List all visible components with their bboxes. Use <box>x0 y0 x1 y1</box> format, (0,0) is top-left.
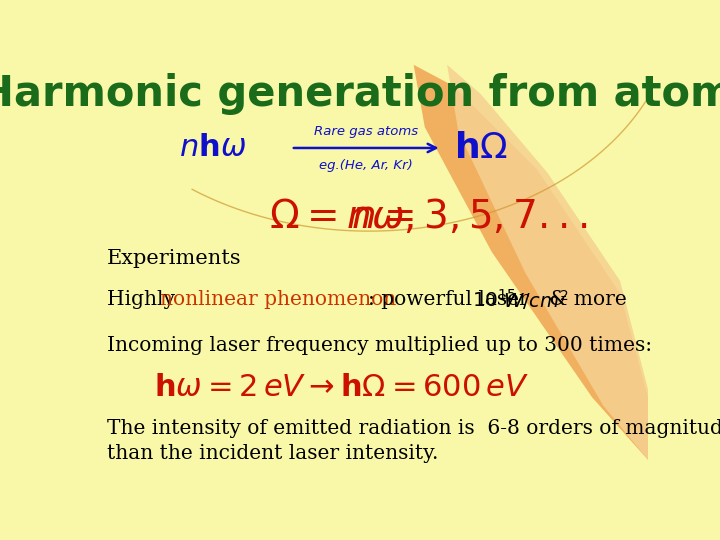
Text: $\Omega = n\omega,$: $\Omega = n\omega,$ <box>269 197 414 236</box>
Polygon shape <box>447 65 648 460</box>
Text: & more: & more <box>543 290 627 309</box>
Text: $\mathbf{h}\omega = 2\,eV \rightarrow \mathbf{h}\Omega = 600\,eV$: $\mathbf{h}\omega = 2\,eV \rightarrow \m… <box>153 373 528 402</box>
Text: $W/cm^2$: $W/cm^2$ <box>503 288 569 312</box>
Polygon shape <box>413 65 648 460</box>
Text: $n = 3, 5, 7...$: $n = 3, 5, 7...$ <box>351 197 588 236</box>
Text: $\mathbf{h}\Omega$: $\mathbf{h}\Omega$ <box>454 131 508 165</box>
Text: than the incident laser intensity.: than the incident laser intensity. <box>107 444 438 463</box>
Text: eg.(He, Ar, Kr): eg.(He, Ar, Kr) <box>320 159 413 172</box>
Text: Incoming laser frequency multiplied up to 300 times:: Incoming laser frequency multiplied up t… <box>107 336 652 355</box>
Text: Rare gas atoms: Rare gas atoms <box>314 125 418 138</box>
Text: : powerful laser: : powerful laser <box>368 290 535 309</box>
Text: Highly: Highly <box>107 290 181 309</box>
Text: nonlinear phenomenon: nonlinear phenomenon <box>161 290 397 309</box>
Text: Experiments: Experiments <box>107 248 241 268</box>
Text: Harmonic generation from atoms: Harmonic generation from atoms <box>0 73 720 115</box>
Text: $n\mathbf{h}\omega$: $n\mathbf{h}\omega$ <box>179 133 246 163</box>
Text: $10^{15}$: $10^{15}$ <box>472 289 517 310</box>
Text: The intensity of emitted radiation is  6-8 orders of magnitude less: The intensity of emitted radiation is 6-… <box>107 419 720 438</box>
